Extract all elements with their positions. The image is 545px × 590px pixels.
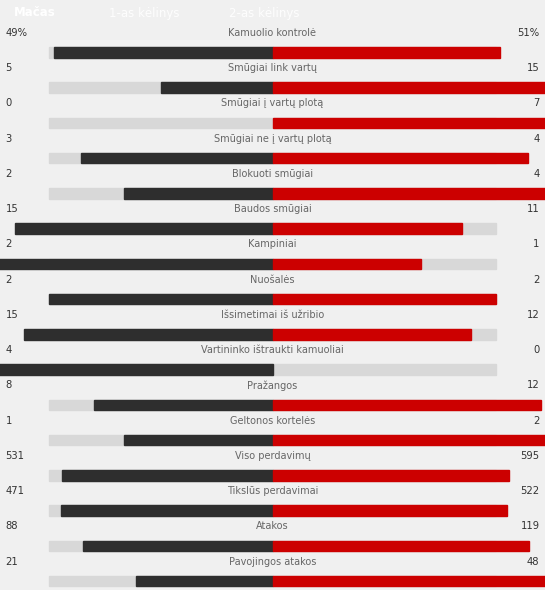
- Bar: [49, 83, 496, 93]
- Text: 15: 15: [5, 204, 18, 214]
- Text: 12: 12: [527, 381, 540, 390]
- Text: 0: 0: [534, 345, 540, 355]
- Text: 2: 2: [533, 415, 540, 425]
- Text: Nuošalės: Nuošalės: [250, 274, 295, 284]
- Text: 1: 1: [5, 415, 12, 425]
- Text: Smūgiai į vartų plotą: Smūgiai į vartų plotą: [221, 99, 324, 108]
- Text: 8: 8: [5, 381, 11, 390]
- Text: 4: 4: [534, 169, 540, 179]
- Bar: [272, 83, 545, 93]
- Text: 88: 88: [5, 521, 18, 531]
- Bar: [272, 258, 421, 269]
- Bar: [49, 540, 496, 551]
- Text: Tikslūs perdavimai: Tikslūs perdavimai: [227, 486, 318, 496]
- Text: 595: 595: [520, 451, 540, 461]
- Bar: [49, 294, 272, 304]
- Bar: [49, 329, 496, 340]
- Bar: [49, 117, 496, 128]
- Text: Pavojingos atakos: Pavojingos atakos: [229, 556, 316, 566]
- Text: Kamuolio kontrolė: Kamuolio kontrolė: [228, 28, 317, 38]
- Bar: [124, 188, 272, 199]
- Bar: [49, 47, 496, 58]
- Bar: [53, 47, 272, 58]
- Text: Atakos: Atakos: [256, 521, 289, 531]
- Text: Baudos smūgiai: Baudos smūgiai: [234, 204, 311, 214]
- Text: 4: 4: [5, 345, 11, 355]
- Text: 21: 21: [5, 556, 18, 566]
- Bar: [272, 47, 500, 58]
- Text: 2: 2: [533, 274, 540, 284]
- Bar: [272, 399, 541, 410]
- Text: 48: 48: [527, 556, 540, 566]
- Bar: [272, 224, 462, 234]
- Bar: [49, 224, 496, 234]
- Bar: [161, 83, 272, 93]
- Bar: [272, 435, 545, 445]
- Text: 1-as kėlinys: 1-as kėlinys: [109, 6, 179, 19]
- Bar: [24, 329, 272, 340]
- Bar: [49, 258, 496, 269]
- Bar: [0, 258, 272, 269]
- Bar: [49, 470, 496, 481]
- Text: 5: 5: [5, 63, 12, 73]
- Bar: [124, 435, 272, 445]
- Bar: [0, 365, 272, 375]
- Text: Išsimetimai iš užribio: Išsimetimai iš užribio: [221, 310, 324, 320]
- Bar: [15, 224, 272, 234]
- Bar: [49, 294, 496, 304]
- Text: 3: 3: [5, 133, 11, 143]
- Text: 7: 7: [533, 99, 540, 108]
- Text: 471: 471: [5, 486, 25, 496]
- Text: 4: 4: [534, 133, 540, 143]
- Bar: [49, 435, 496, 445]
- Text: 2-as kėlinys: 2-as kėlinys: [229, 6, 299, 19]
- Bar: [272, 470, 508, 481]
- Bar: [272, 506, 507, 516]
- Text: Smūgiai ne į vartų plotą: Smūgiai ne į vartų plotą: [214, 133, 331, 143]
- Text: 1: 1: [533, 240, 540, 249]
- Text: Blokuoti smūgiai: Blokuoti smūgiai: [232, 169, 313, 179]
- Text: 11: 11: [527, 204, 540, 214]
- Bar: [82, 540, 272, 551]
- Text: 531: 531: [5, 451, 25, 461]
- Text: 51%: 51%: [517, 28, 540, 38]
- Bar: [272, 294, 496, 304]
- Bar: [272, 576, 545, 586]
- Bar: [272, 188, 545, 199]
- Bar: [136, 576, 272, 586]
- Bar: [62, 470, 272, 481]
- Text: Kampiniai: Kampiniai: [249, 240, 296, 249]
- Bar: [49, 506, 496, 516]
- Text: 15: 15: [527, 63, 540, 73]
- Bar: [272, 117, 545, 128]
- Text: 15: 15: [5, 310, 18, 320]
- Text: 0: 0: [5, 99, 11, 108]
- Text: Viso perdavimų: Viso perdavimų: [235, 451, 310, 461]
- Bar: [49, 576, 496, 586]
- Text: 522: 522: [520, 486, 540, 496]
- Bar: [272, 540, 529, 551]
- Text: 49%: 49%: [5, 28, 27, 38]
- Bar: [49, 188, 496, 199]
- Bar: [49, 399, 496, 410]
- Text: 2: 2: [5, 240, 12, 249]
- Text: Smūgiai link vartų: Smūgiai link vartų: [228, 63, 317, 73]
- Bar: [60, 506, 272, 516]
- Bar: [81, 153, 272, 163]
- Text: 2: 2: [5, 169, 12, 179]
- Bar: [272, 329, 471, 340]
- Text: 119: 119: [520, 521, 540, 531]
- Text: Pražangos: Pražangos: [247, 381, 298, 391]
- Bar: [49, 153, 496, 163]
- Text: Geltonos kortelės: Geltonos kortelės: [230, 415, 315, 425]
- Bar: [272, 153, 528, 163]
- Text: Mačas: Mačas: [14, 6, 56, 19]
- Text: 12: 12: [527, 310, 540, 320]
- Text: 2: 2: [5, 274, 12, 284]
- Text: Vartininko ištraukti kamuoliai: Vartininko ištraukti kamuoliai: [201, 345, 344, 355]
- Bar: [49, 365, 496, 375]
- Bar: [94, 399, 272, 410]
